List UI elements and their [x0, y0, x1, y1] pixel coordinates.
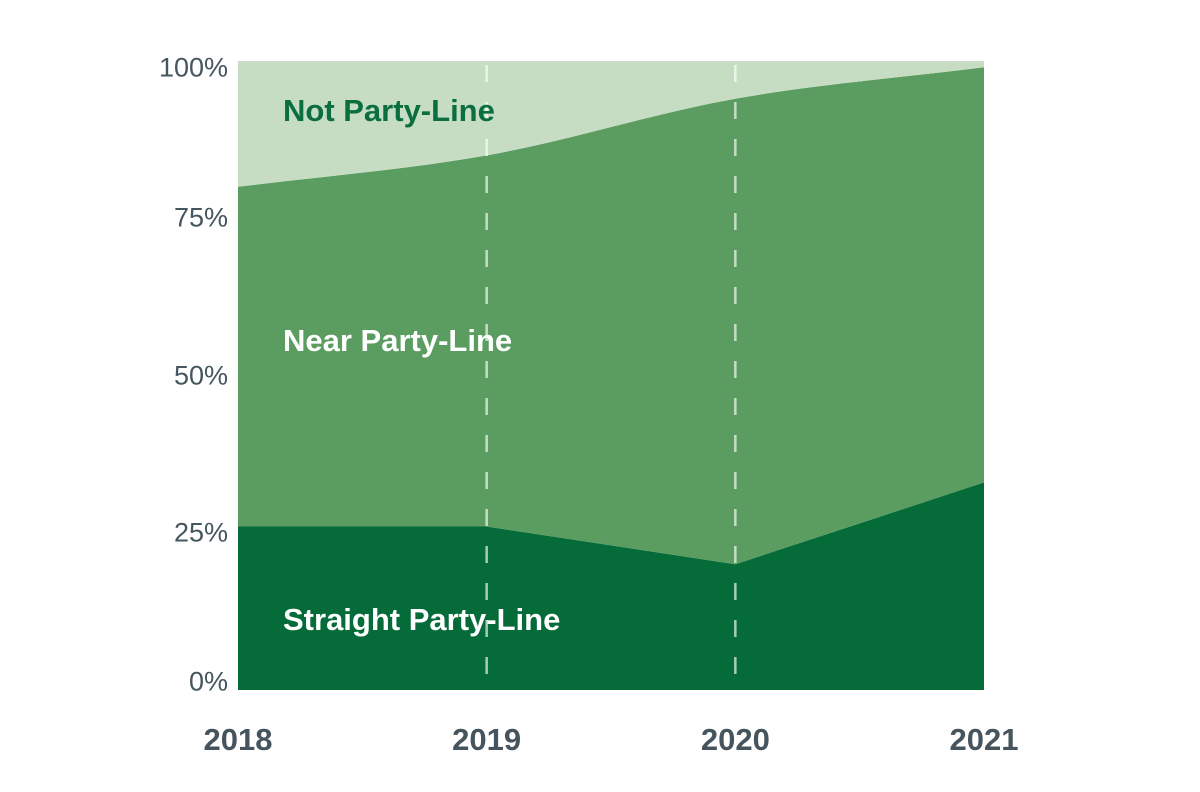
x-tick-label-2018: 2018: [203, 722, 273, 757]
area-straight-party-line: [238, 482, 984, 690]
x-tick-label-2019: 2019: [452, 722, 522, 757]
y-tick-label-0: 0%: [188, 666, 228, 697]
x-tick-label-2020: 2020: [700, 722, 770, 757]
y-tick-label-100: 100%: [158, 52, 228, 83]
x-tick-label-2021: 2021: [949, 722, 1019, 757]
area-not-party-line: [238, 61, 984, 187]
y-tick-label-50: 50%: [173, 360, 228, 390]
area-label-near-party-line: Near Party-Line: [283, 323, 513, 358]
area-label-straight-party-line: Straight Party-Line: [283, 602, 561, 637]
y-tick-label-25: 25%: [173, 517, 228, 548]
area-near-party-line: [238, 67, 984, 565]
area-label-not-party-line: Not Party-Line: [283, 93, 495, 128]
y-tick-label-75: 75%: [173, 202, 228, 233]
